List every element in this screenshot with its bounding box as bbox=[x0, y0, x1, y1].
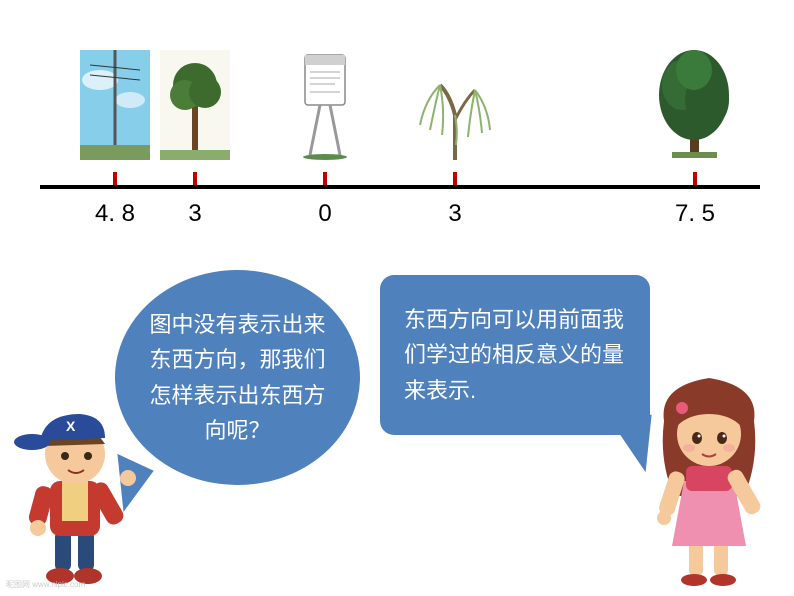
pole-image bbox=[80, 50, 150, 160]
axis-label: 0 bbox=[318, 200, 331, 228]
watermark-text: 昵图网 www.nipic.com bbox=[6, 579, 85, 590]
number-line-axis bbox=[40, 185, 760, 189]
tick-mark bbox=[113, 172, 117, 185]
axis-label: 4. 8 bbox=[95, 200, 135, 228]
speech-text-right: 东西方向可以用前面我们学过的相反意义的量来表示. bbox=[404, 302, 626, 408]
tick-mark bbox=[453, 172, 457, 185]
axis-label: 3 bbox=[188, 200, 201, 228]
tick-mark bbox=[193, 172, 197, 185]
speech-text-left: 图中没有表示出来东西方向，那我们怎样表示出东西方向呢？ bbox=[145, 307, 330, 448]
number-line-diagram: 4. 8 3 0 3 7. 5 bbox=[0, 40, 794, 240]
cartoon-boy: X bbox=[10, 386, 140, 586]
cartoon-girl bbox=[634, 366, 784, 586]
tree1-image bbox=[160, 50, 230, 160]
speech-bubble-left: 图中没有表示出来东西方向，那我们怎样表示出东西方向呢？ bbox=[115, 270, 360, 485]
sign-image bbox=[295, 50, 355, 160]
tick-mark bbox=[693, 172, 697, 185]
axis-label: 3 bbox=[448, 200, 461, 228]
axis-label: 7. 5 bbox=[675, 200, 715, 228]
svg-text:X: X bbox=[66, 418, 76, 434]
tick-mark bbox=[323, 172, 327, 185]
willow-image bbox=[410, 65, 500, 160]
speech-bubble-right: 东西方向可以用前面我们学过的相反意义的量来表示. bbox=[380, 275, 650, 435]
number-line-images bbox=[0, 40, 794, 160]
tree2-image bbox=[652, 40, 737, 160]
